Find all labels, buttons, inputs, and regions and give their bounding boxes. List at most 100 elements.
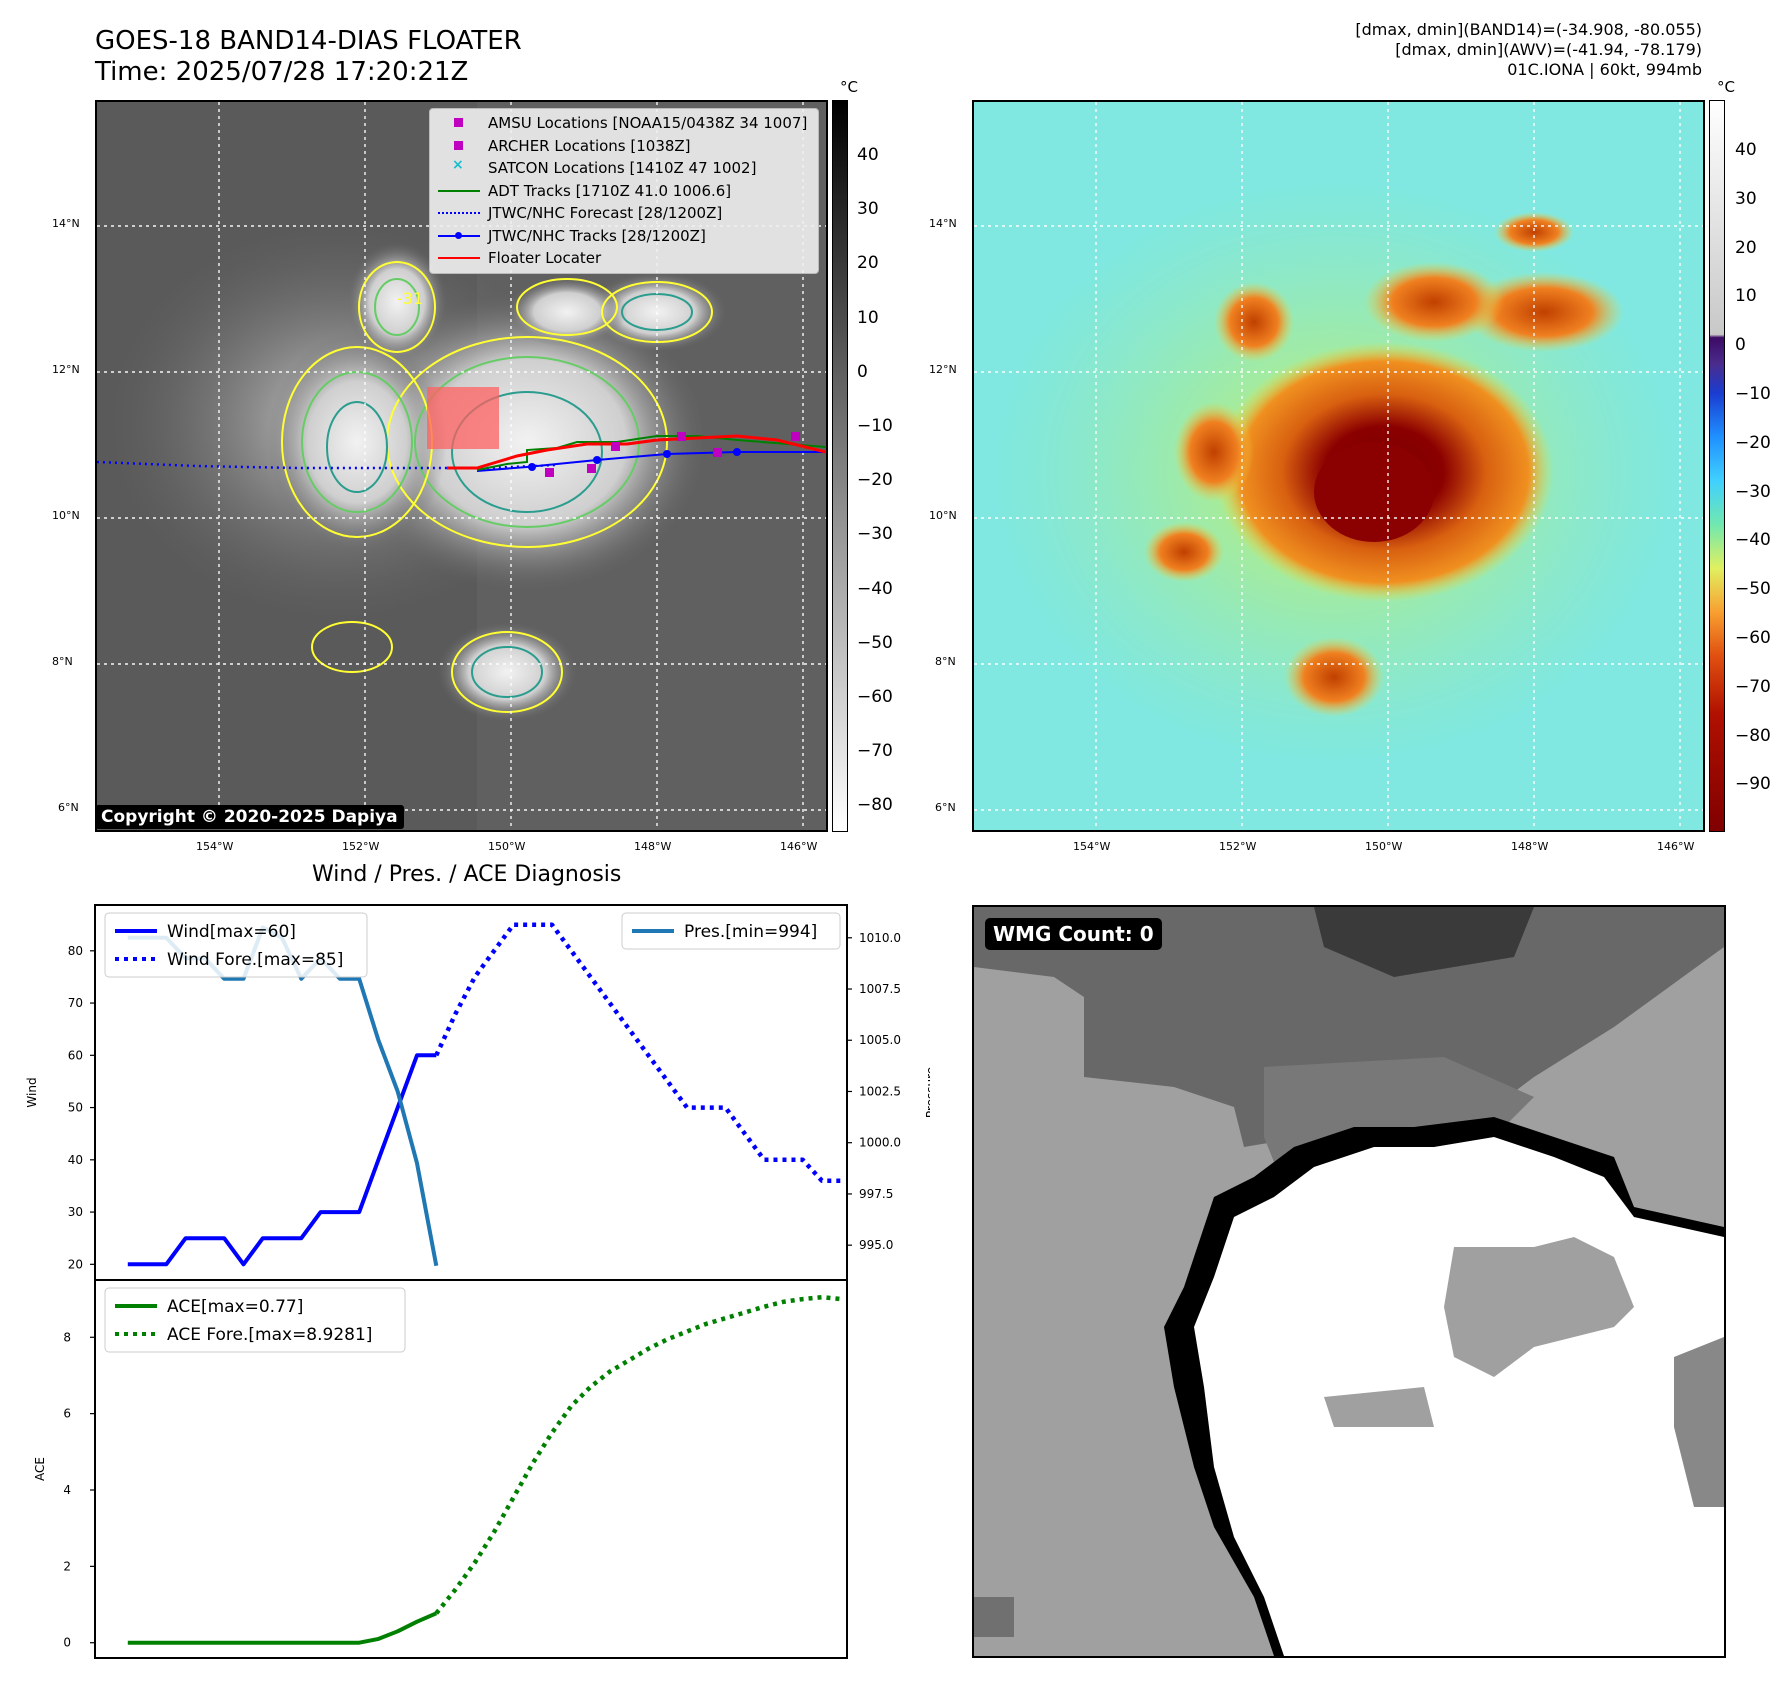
diagnosis-title: Wind / Pres. / ACE Diagnosis (312, 862, 622, 887)
title-line-1: GOES-18 BAND14-DIAS FLOATER (95, 26, 522, 56)
pressure-axis-label: Pressure (924, 1067, 930, 1118)
wind-forecast-line (434, 922, 842, 1183)
awv-colorbar-tick-4: 0 (1735, 335, 1746, 356)
awv-colorbar-tick-5: −10 (1735, 384, 1771, 404)
wind-forecast-legend-label: Wind Fore.[max=85] (167, 950, 343, 970)
copyright-label: Copyright © 2020-2025 Dapiya (95, 805, 404, 829)
gray-colorbar-tick-8: −40 (857, 578, 893, 599)
awv-colorbar-tick-3: 10 (1735, 286, 1757, 307)
pressure-tick-label: 1007.5 (859, 982, 901, 996)
wmg-image (974, 907, 1724, 1656)
awv-colorbar-tick-6: −20 (1735, 432, 1771, 453)
title-line-2: Time: 2025/07/28 17:20:21Z (95, 57, 469, 87)
gray-colorbar-tick-7: −30 (857, 524, 893, 545)
awv-colorbar-tick-0: 40 (1735, 140, 1757, 160)
wind-tick-label: 70 (68, 996, 83, 1010)
gray-colorbar-tick-0: 40 (857, 145, 879, 165)
gray-colorbar-tick-9: −50 (857, 632, 893, 653)
line-marker-icon (438, 253, 480, 263)
wind-tick-label: 50 (68, 1101, 83, 1115)
floater-box (427, 387, 499, 449)
awv-colorbar-tick-11: −70 (1735, 676, 1771, 697)
legend-floater: Floater Locater (430, 247, 818, 270)
legend-archer: ARCHER Locations [1038Z] (430, 135, 818, 158)
gray-colorbar-tick-5: −10 (857, 416, 893, 436)
ace-forecast-legend-label: ACE Fore.[max=8.9281] (167, 1325, 372, 1345)
pressure-tick-label: 1010.0 (859, 931, 901, 945)
legend-tracks: JTWC/NHC Tracks [28/1200Z] (430, 225, 818, 248)
wind-series-line (127, 1053, 437, 1267)
gray-colorbar-tick-6: −20 (857, 470, 893, 491)
ace-tick-label: 6 (63, 1407, 71, 1421)
awv-map-image (974, 102, 1703, 830)
pressure-tick-label: 1002.5 (859, 1084, 901, 1098)
ace-tick-label: 2 (63, 1559, 71, 1573)
ace-axis-label: ACE (33, 1457, 47, 1481)
info-block: [dmax, dmin](BAND14)=(-34.908, -80.055) … (1355, 20, 1702, 80)
awv-colorbar-tick-9: −50 (1735, 579, 1771, 600)
gray-colorbar-tick-11: −70 (857, 741, 893, 762)
wind-tick-label: 30 (68, 1205, 83, 1219)
pressure-tick-label: 995.0 (859, 1238, 893, 1252)
pressure-tick-label: 1000.0 (859, 1136, 901, 1150)
wmg-panel (972, 905, 1726, 1658)
contour-label: -31 (397, 289, 423, 308)
awv-colorbar-tick-13: −90 (1735, 774, 1771, 795)
pressure-tick-label: 1005.0 (859, 1033, 901, 1047)
wind-tick-label: 60 (68, 1048, 83, 1062)
dotted-line-icon (438, 208, 480, 218)
line-marker-icon (438, 186, 480, 196)
awv-colorbar-unit: °C (1717, 78, 1735, 96)
pressure-series-line (127, 925, 439, 1267)
pressure-legend-label: Pres.[min=994] (684, 922, 817, 942)
gray-colorbar-tick-2: 20 (857, 253, 879, 274)
figure-title: GOES-18 BAND14-DIAS FLOATER Time: 2025/0… (95, 26, 522, 88)
gray-colorbar-tick-10: −60 (857, 687, 893, 707)
awv-colorbar-tick-1: 30 (1735, 188, 1757, 209)
info-line-3: 01C.IONA | 60kt, 994mb (1507, 60, 1702, 79)
gray-colorbar (832, 100, 848, 832)
awv-colorbar-tick-8: −40 (1735, 530, 1771, 551)
legend-forecast: JTWC/NHC Forecast [28/1200Z] (430, 202, 818, 225)
ace-tick-label: 0 (63, 1636, 71, 1650)
gray-colorbar-tick-1: 30 (857, 199, 879, 220)
ace-series-line (127, 1611, 438, 1645)
x-marker-icon: × (452, 157, 464, 174)
gray-colorbar-tick-12: −80 (857, 795, 893, 816)
legend-satcon: × SATCON Locations [1410Z 47 1002] (430, 157, 818, 180)
awv-colorbar-tick-12: −80 (1735, 725, 1771, 746)
awv-colorbar-tick-2: 20 (1735, 237, 1757, 258)
legend-amsu: AMSU Locations [NOAA15/0438Z 34 1007] (430, 112, 818, 135)
ir-map-panel: -31 AMSU Locations [NOAA15/0438Z 34 1007… (95, 100, 828, 832)
info-line-2: [dmax, dmin](AWV)=(-41.94, -78.179) (1395, 40, 1702, 59)
awv-colorbar (1709, 100, 1725, 832)
ace-axes-frame (94, 1279, 848, 1659)
wind-legend (104, 912, 368, 978)
gray-colorbar-tick-4: 0 (857, 361, 868, 382)
gray-colorbar-unit: °C (840, 78, 858, 96)
ace-legend (104, 1287, 406, 1353)
square-marker-icon (438, 118, 480, 128)
awv-colorbar-tick-7: −30 (1735, 481, 1771, 502)
awv-colorbar-tick-10: −60 (1735, 628, 1771, 648)
map-legend: AMSU Locations [NOAA15/0438Z 34 1007] AR… (429, 108, 819, 274)
square-marker-icon (438, 140, 480, 151)
wind-axis-label: Wind (25, 1077, 39, 1107)
wind-tick-label: 80 (68, 944, 83, 958)
wmg-count-badge: WMG Count: 0 (985, 918, 1162, 950)
ace-forecast-line (434, 1294, 842, 1615)
awv-map-panel (972, 100, 1705, 832)
info-line-1: [dmax, dmin](BAND14)=(-34.908, -80.055) (1355, 20, 1702, 39)
diagnosis-chart: 807060504030201010.01007.51005.01002.510… (25, 904, 930, 1659)
gray-colorbar-tick-3: 10 (857, 307, 879, 328)
ace-tick-label: 8 (63, 1330, 71, 1344)
ace-tick-label: 4 (63, 1483, 71, 1497)
pressure-legend (621, 912, 841, 950)
pressure-tick-label: 997.5 (859, 1187, 893, 1201)
legend-adt: ADT Tracks [1710Z 41.0 1006.6] (430, 180, 818, 203)
line-dot-icon (438, 231, 480, 241)
wind-legend-label: Wind[max=60] (167, 922, 296, 942)
wind-tick-label: 20 (68, 1257, 83, 1271)
ace-legend-label: ACE[max=0.77] (167, 1297, 303, 1317)
wind-tick-label: 40 (68, 1153, 83, 1167)
